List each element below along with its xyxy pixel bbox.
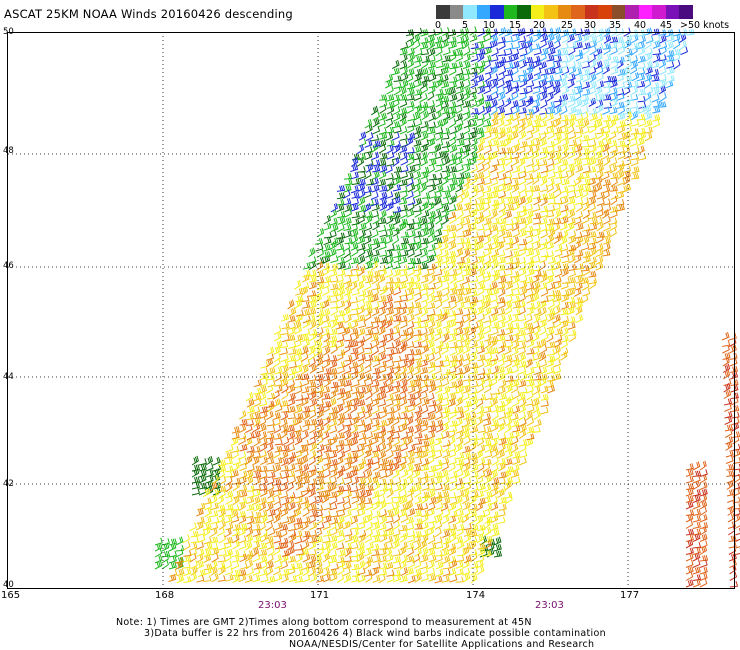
note-line-3: NOAA/NESDIS/Center for Satellite Applica… bbox=[289, 639, 595, 650]
x-tick-165: 165 bbox=[1, 590, 21, 601]
y-tick-40: 40 bbox=[3, 580, 14, 590]
y-tick-42: 42 bbox=[3, 479, 14, 489]
legend-swatch bbox=[665, 5, 679, 19]
legend-swatch bbox=[530, 5, 544, 19]
map-title: ASCAT 25KM NOAA Winds 20160426 descendin… bbox=[4, 7, 293, 21]
legend-swatch bbox=[571, 5, 585, 19]
y-tick-44: 44 bbox=[3, 372, 14, 382]
wind-barb-group bbox=[191, 27, 502, 558]
legend-label: 45 bbox=[660, 20, 673, 31]
legend-swatch bbox=[503, 5, 517, 19]
legend-swatch bbox=[436, 5, 450, 19]
legend-label: 25 bbox=[561, 20, 574, 31]
legend-label: 0 bbox=[435, 20, 442, 31]
wind-barb-group bbox=[176, 111, 661, 584]
x-tick-177: 177 bbox=[620, 590, 640, 601]
legend-swatch bbox=[449, 5, 463, 19]
legend-swatch bbox=[490, 5, 504, 19]
time-label-west: 23:03 bbox=[258, 600, 287, 611]
legend-swatch bbox=[598, 5, 612, 19]
wind-barb-group bbox=[685, 337, 740, 588]
legend-swatch bbox=[625, 5, 639, 19]
legend-label: 15 bbox=[509, 20, 522, 31]
legend-label: 20 bbox=[533, 20, 546, 31]
legend-swatch bbox=[544, 5, 558, 19]
legend-label: 35 bbox=[609, 20, 622, 31]
wind-barb-group bbox=[154, 26, 492, 570]
map-frame bbox=[7, 32, 735, 589]
legend-swatch bbox=[557, 5, 571, 19]
x-tick-168: 168 bbox=[155, 590, 175, 601]
wind-barb-group bbox=[330, 27, 689, 213]
legend-label: 10 bbox=[483, 20, 496, 31]
note-line-1: Note: 1) Times are GMT 2)Times along bot… bbox=[116, 617, 532, 628]
y-tick-50: 50 bbox=[3, 27, 14, 37]
note-line-2: 3)Data buffer is 22 hrs from 20160426 4)… bbox=[144, 628, 606, 639]
legend-label: >50 knots bbox=[680, 20, 730, 31]
x-tick-174: 174 bbox=[466, 590, 486, 601]
legend-swatch bbox=[584, 5, 598, 19]
y-tick-48: 48 bbox=[3, 146, 14, 156]
legend-swatch bbox=[476, 5, 490, 19]
map-grid bbox=[8, 32, 734, 588]
legend-swatch bbox=[611, 5, 625, 19]
wind-barb-group bbox=[169, 111, 653, 584]
wind-barbs-layer bbox=[154, 26, 740, 588]
legend-swatch bbox=[638, 5, 652, 19]
wind-barb-group bbox=[559, 27, 695, 121]
legend-labels: 0 5 10 15 20 25 30 35 40 45 >50 knots bbox=[432, 20, 737, 32]
y-tick-46: 46 bbox=[3, 261, 14, 271]
wind-speed-legend bbox=[436, 5, 693, 19]
legend-label: 30 bbox=[584, 20, 597, 31]
wind-barb-group bbox=[239, 286, 740, 588]
x-tick-171: 171 bbox=[310, 590, 330, 601]
legend-swatch bbox=[517, 5, 531, 19]
wind-barb-group bbox=[490, 26, 681, 121]
time-label-east: 23:03 bbox=[535, 600, 564, 611]
legend-label: 40 bbox=[634, 20, 647, 31]
legend-label: 5 bbox=[462, 20, 469, 31]
legend-swatch bbox=[652, 5, 666, 19]
legend-swatch bbox=[679, 5, 693, 19]
legend-swatch bbox=[463, 5, 477, 19]
